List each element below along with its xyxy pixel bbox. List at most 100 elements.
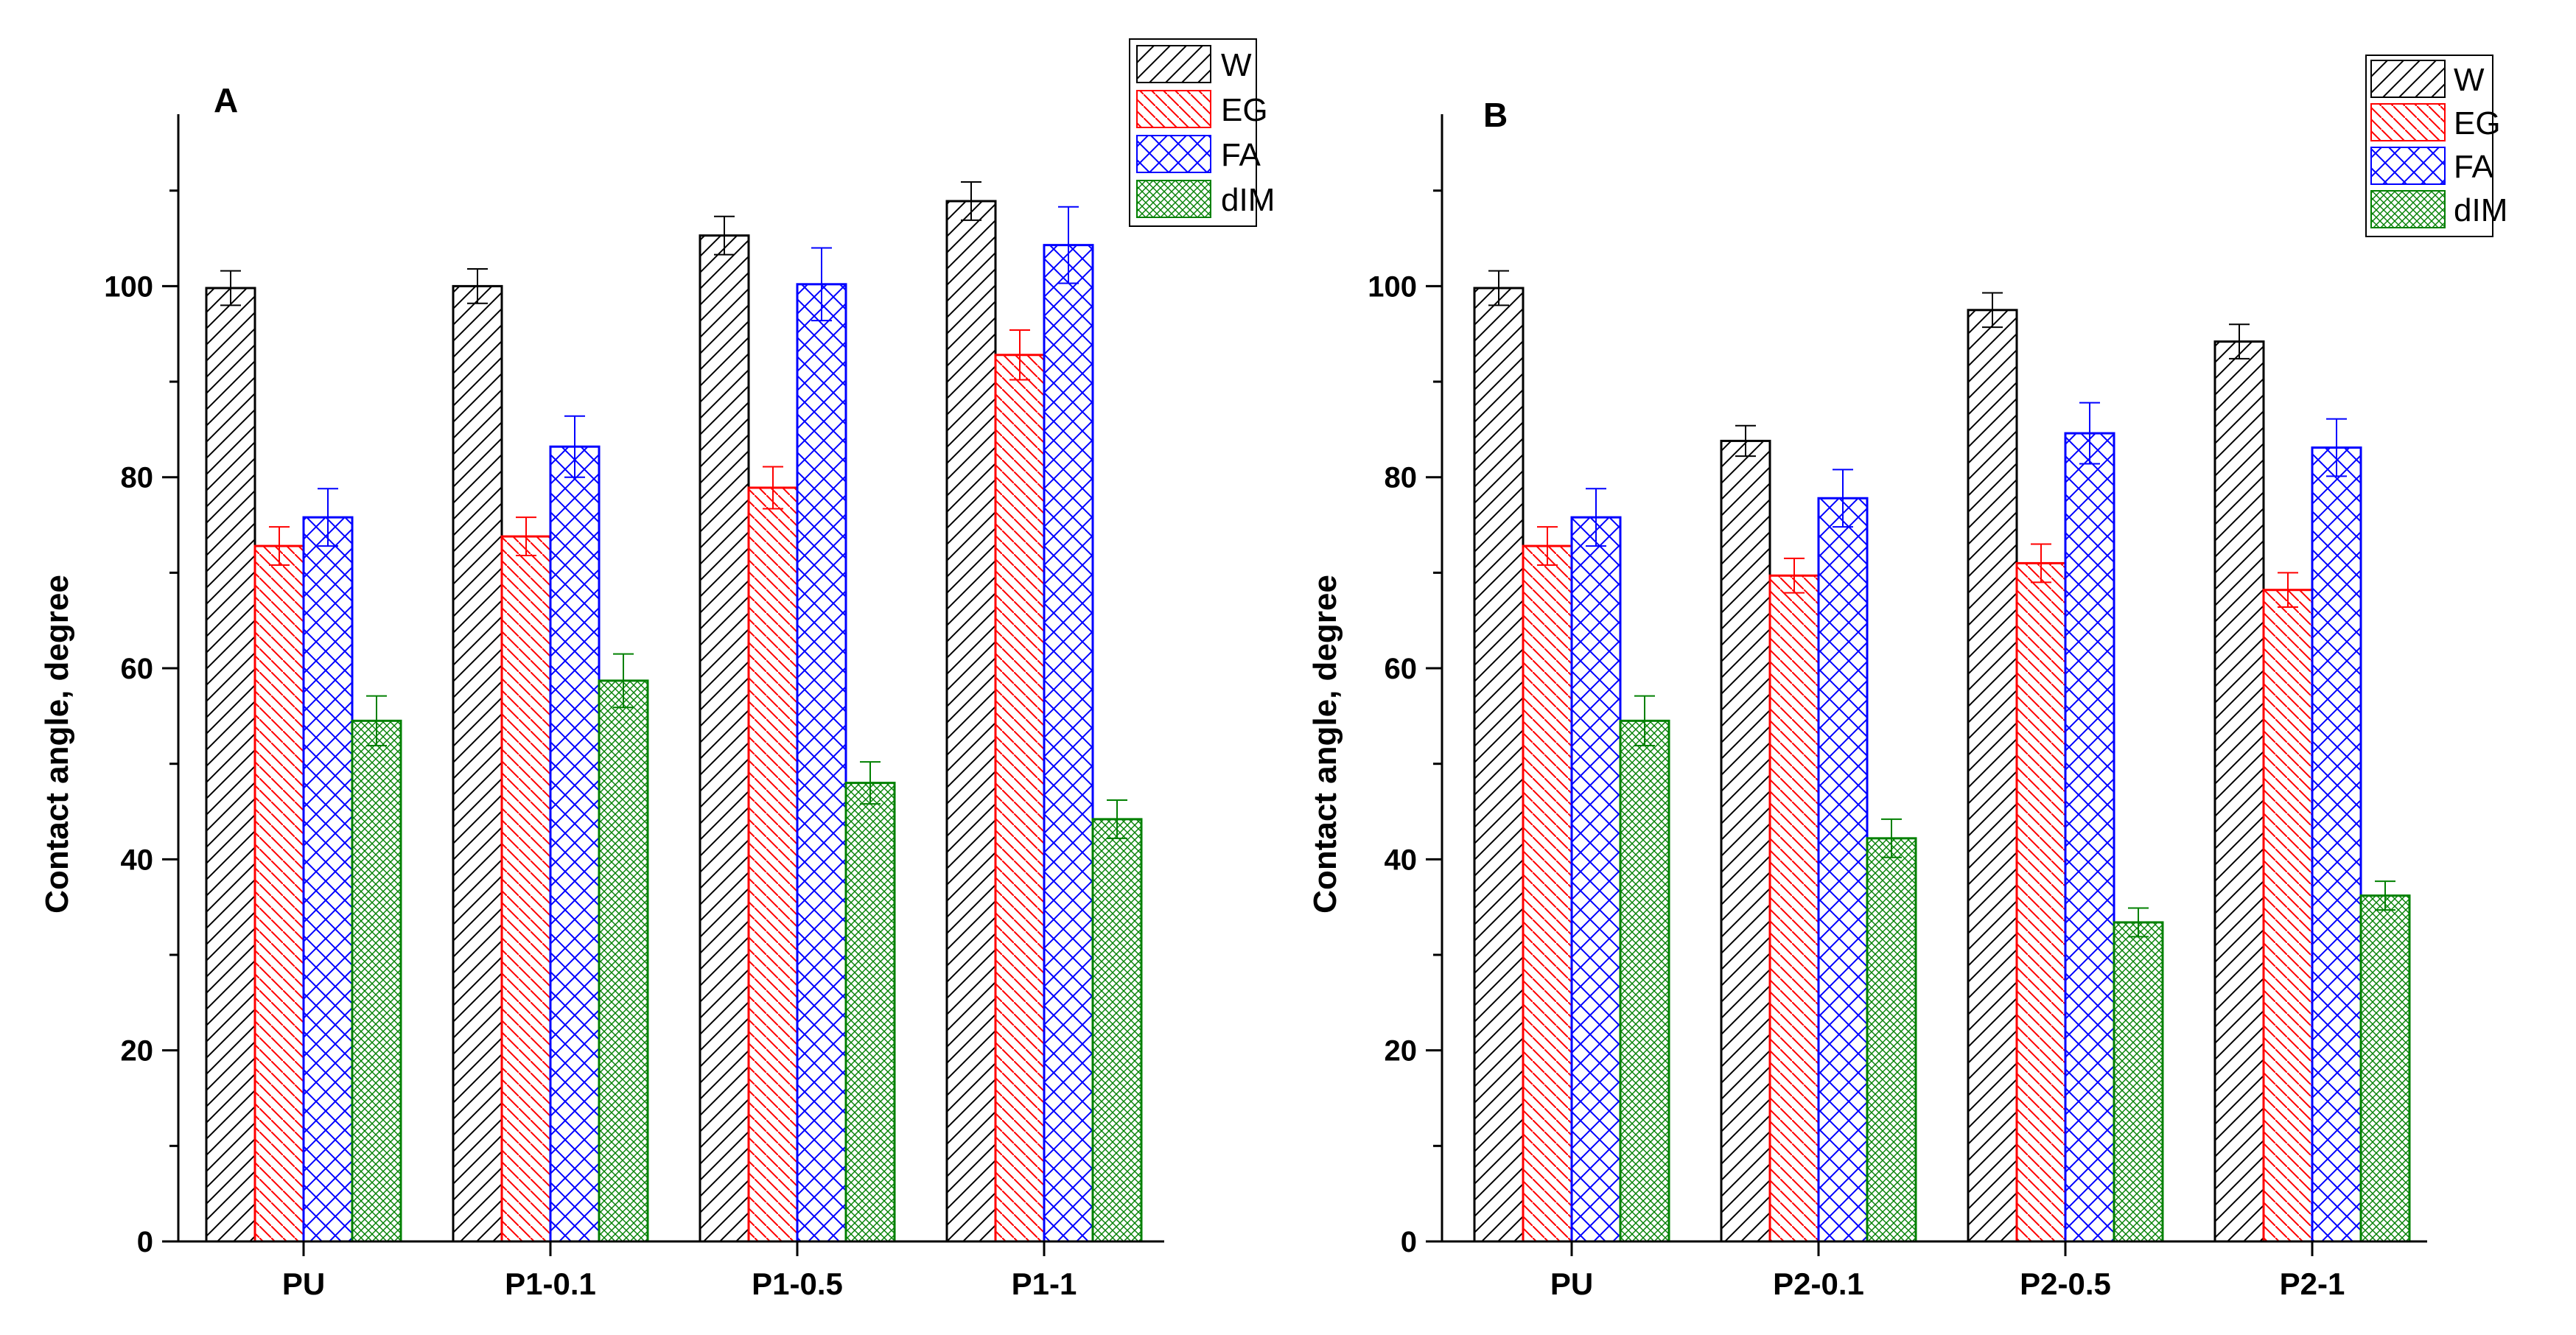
x-axis-categories-b: PU P2-0.1 P2-0.5 P2-1 xyxy=(1550,1241,2345,1301)
error-bar-a-pu-w xyxy=(220,270,241,306)
legend-a: W EG FA dIM xyxy=(1129,38,1275,227)
legend-b: W EG FA dIM xyxy=(2365,55,2507,237)
x-tick-label-a-0: PU xyxy=(282,1266,325,1301)
legend-label-dim-b: dIM xyxy=(2454,192,2507,228)
legend-swatch-dim-b xyxy=(2370,190,2446,228)
error-bar-a-p1-1-w xyxy=(961,181,981,221)
bar-b-p2-05-fa xyxy=(2064,432,2115,1243)
legend-label-eg-a: EG xyxy=(1221,92,1268,128)
y-tick-label-a-80: 80 xyxy=(121,462,154,494)
error-bar-b-p2-05-dim xyxy=(2128,907,2149,938)
y-axis-ticks-b: 0 20 40 60 80 100 xyxy=(1368,189,1442,1258)
legend-swatch-fa-b xyxy=(2370,147,2446,185)
error-bar-a-p1-1-fa xyxy=(1058,206,1079,284)
panel-label-a: A xyxy=(214,81,238,119)
error-bar-b-pu-fa xyxy=(1586,488,1606,547)
error-bar-b-p2-05-fa xyxy=(2079,402,2100,465)
bar-b-p2-01-w xyxy=(1720,439,1771,1243)
bar-b-p2-01-fa xyxy=(1817,497,1869,1243)
bar-a-p1-01-eg xyxy=(500,535,552,1243)
bar-a-p1-1-fa xyxy=(1043,244,1094,1243)
error-bar-b-p2-05-eg xyxy=(2031,543,2051,584)
error-bar-b-pu-dim xyxy=(1634,695,1655,747)
y-tick-label-b-80: 80 xyxy=(1385,462,1418,494)
bar-b-p2-1-eg xyxy=(2262,589,2314,1243)
bar-a-p1-1-dim xyxy=(1091,818,1143,1243)
error-bar-b-p2-1-eg xyxy=(2278,572,2298,609)
x-tick-label-b-0: PU xyxy=(1550,1266,1593,1301)
error-bar-b-p2-1-dim xyxy=(2375,880,2395,911)
bar-b-p2-05-w xyxy=(1967,309,2018,1243)
y-tick-label-b-20: 20 xyxy=(1385,1035,1418,1068)
error-bar-a-p1-01-eg xyxy=(516,516,536,557)
error-bar-b-pu-w xyxy=(1488,270,1509,306)
y-tick-label-a-20: 20 xyxy=(121,1035,154,1068)
bar-a-p1-1-eg xyxy=(994,354,1046,1243)
error-bar-a-p1-01-fa xyxy=(564,415,585,478)
y-tick-label-b-100: 100 xyxy=(1368,270,1417,303)
chart-panel-a: A Contact angle, degree 0 20 40 60 80 100 PU P… xyxy=(39,38,1275,1301)
error-bar-a-p1-01-w xyxy=(467,268,488,304)
bar-a-pu-w xyxy=(205,287,256,1243)
error-bar-b-p2-01-dim xyxy=(1881,818,1902,858)
y-tick-label-b-40: 40 xyxy=(1385,844,1418,876)
legend-label-w-b: W xyxy=(2454,62,2485,98)
bar-b-p2-1-w xyxy=(2213,340,2265,1243)
bar-a-p1-05-eg xyxy=(747,486,799,1243)
bar-b-pu-fa xyxy=(1570,516,1622,1243)
legend-label-fa-a: FA xyxy=(1221,137,1261,173)
error-bar-a-pu-eg xyxy=(269,526,290,566)
y-axis-label-a: Contact angle, degree xyxy=(39,575,75,914)
bar-b-p2-05-eg xyxy=(2015,561,2067,1243)
legend-swatch-dim-a xyxy=(1136,180,1211,218)
error-bar-b-p2-1-fa xyxy=(2326,418,2347,477)
bar-a-p1-05-fa xyxy=(796,283,847,1243)
y-tick-label-a-60: 60 xyxy=(121,653,154,685)
bar-a-pu-dim xyxy=(351,719,402,1243)
legend-label-dim-a: dIM xyxy=(1221,182,1275,218)
legend-swatch-w-a xyxy=(1136,45,1211,83)
error-bar-a-p1-05-w xyxy=(714,215,735,256)
error-bar-a-p1-05-eg xyxy=(763,466,783,510)
error-bar-a-p1-1-eg xyxy=(1009,329,1030,381)
y-tick-label-a-100: 100 xyxy=(104,270,153,303)
bar-b-p2-1-dim xyxy=(2359,894,2411,1243)
error-bar-b-p2-01-w xyxy=(1735,424,1756,458)
legend-swatch-fa-a xyxy=(1136,135,1211,173)
x-tick-label-a-2: P1-0.5 xyxy=(752,1266,843,1301)
y-tick-label-b-0: 0 xyxy=(1401,1226,1417,1258)
bar-b-p2-01-dim xyxy=(1866,837,1917,1243)
bar-b-pu-w xyxy=(1473,287,1525,1243)
y-tick-label-a-0: 0 xyxy=(137,1226,153,1258)
error-bar-a-pu-fa xyxy=(318,488,338,547)
bar-b-p2-05-dim xyxy=(2113,921,2164,1243)
bar-b-pu-eg xyxy=(1522,544,1573,1243)
error-bar-b-p2-1-w xyxy=(2229,323,2250,360)
x-tick-label-a-3: P1-1 xyxy=(1012,1266,1077,1301)
error-bar-b-p2-05-w xyxy=(1982,292,2003,329)
bars-a xyxy=(205,181,1143,1243)
panel-label-b: B xyxy=(1483,96,1508,134)
axes-a xyxy=(177,114,1164,1243)
bar-a-pu-fa xyxy=(302,516,354,1243)
bar-b-pu-dim xyxy=(1619,719,1670,1243)
bar-b-p2-01-eg xyxy=(1768,574,1820,1243)
y-tick-label-a-40: 40 xyxy=(121,844,154,876)
error-bar-a-p1-01-dim xyxy=(613,653,634,709)
y-axis-ticks-a: 0 20 40 60 80 100 xyxy=(104,189,178,1258)
x-tick-label-b-1: P2-0.1 xyxy=(1773,1266,1864,1301)
legend-label-fa-b: FA xyxy=(2454,149,2493,185)
bar-b-p2-1-fa xyxy=(2311,446,2362,1243)
bar-a-p1-1-w xyxy=(945,200,997,1243)
axes-b xyxy=(1441,114,2427,1243)
x-tick-label-b-3: P2-1 xyxy=(2280,1266,2345,1301)
x-axis-categories-a: PU P1-0.1 P1-0.5 P1-1 xyxy=(282,1241,1077,1301)
error-bar-a-p1-1-dim xyxy=(1107,799,1127,839)
legend-swatch-eg-b xyxy=(2370,103,2446,141)
bar-a-pu-eg xyxy=(253,544,305,1243)
error-bar-b-pu-eg xyxy=(1537,526,1558,566)
bar-a-p1-01-dim xyxy=(598,679,649,1243)
error-bar-a-pu-dim xyxy=(366,695,387,747)
legend-label-eg-b: EG xyxy=(2454,105,2501,141)
